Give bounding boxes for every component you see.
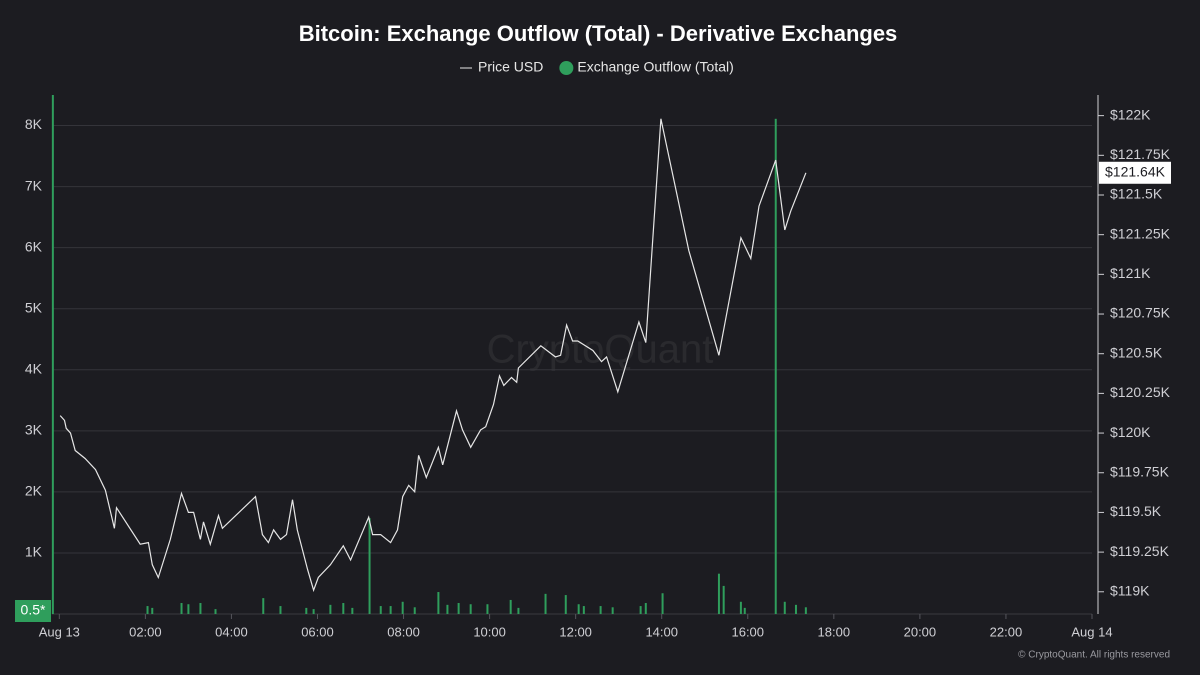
legend-label: Price USD <box>478 59 543 75</box>
x-tick-label: 04:00 <box>215 624 248 639</box>
bar <box>486 604 489 614</box>
bar <box>544 593 547 614</box>
outflow-badge-label: 0.5* <box>21 602 46 618</box>
y-tick-label: 8K <box>25 116 43 132</box>
bar <box>51 95 54 614</box>
x-tick-label: 12:00 <box>559 624 592 639</box>
bar <box>342 603 345 614</box>
bar <box>379 606 382 614</box>
x-tick-label: 18:00 <box>818 624 851 639</box>
credit: © CryptoQuant. All rights reserved <box>1018 650 1170 661</box>
bar <box>717 573 720 614</box>
x-tick-label: 02:00 <box>129 624 162 639</box>
bar <box>146 606 149 614</box>
x-tick-label: 14:00 <box>645 624 678 639</box>
y2-tick-label: $122K <box>1110 106 1151 122</box>
y-tick-label: 4K <box>25 360 43 376</box>
y2-tick-label: $119.75K <box>1110 463 1170 479</box>
bar <box>509 599 512 614</box>
bar <box>151 607 154 614</box>
bar <box>180 603 183 614</box>
x-tick-label: 06:00 <box>301 624 334 639</box>
x-tick-label: 10:00 <box>473 624 506 639</box>
bar <box>804 607 807 614</box>
y2-tick-label: $120.25K <box>1110 384 1171 400</box>
bar <box>517 607 520 614</box>
y2-tick-label: $121.5K <box>1110 186 1163 202</box>
y2-tick-label: $119.5K <box>1110 503 1162 519</box>
bar <box>413 607 416 614</box>
price-line <box>59 118 807 593</box>
x-tick-label: 20:00 <box>904 624 937 639</box>
x-tick-label: Aug 14 <box>1071 624 1112 639</box>
y2-tick-label: $121.25K <box>1110 225 1171 241</box>
chart-title: Bitcoin: Exchange Outflow (Total) - Deri… <box>299 21 898 46</box>
bar <box>469 604 472 614</box>
y2-tick-label: $120.75K <box>1110 305 1171 321</box>
bar <box>457 603 460 614</box>
bar <box>214 609 217 614</box>
bar <box>639 606 642 614</box>
bar <box>305 607 308 614</box>
bar <box>611 607 614 614</box>
y-tick-label: 7K <box>25 177 43 193</box>
bar <box>389 606 392 614</box>
bar <box>599 606 602 614</box>
bar <box>312 609 315 614</box>
y2-tick-label: $121.75K <box>1110 146 1171 162</box>
bar <box>774 118 777 615</box>
y-tick-label: 1K <box>25 544 43 560</box>
bar <box>351 607 354 614</box>
x-tick-label: Aug 13 <box>39 624 80 639</box>
bar <box>187 604 190 614</box>
y2-tick-label: $121K <box>1110 265 1151 281</box>
price-badge <box>1099 161 1171 184</box>
bar <box>644 603 647 614</box>
y-tick-label: 5K <box>25 299 43 315</box>
bar <box>783 601 786 614</box>
bar <box>446 604 449 614</box>
bar <box>329 604 332 614</box>
bar <box>577 604 580 614</box>
x-tick-label: 22:00 <box>990 624 1023 639</box>
watermark: CryptoQuant <box>487 328 714 372</box>
bar <box>199 603 202 614</box>
bar <box>743 607 746 614</box>
bar <box>722 585 725 614</box>
legend-label: Exchange Outflow (Total) <box>577 59 733 75</box>
y2-tick-label: $119.25K <box>1110 543 1170 559</box>
bar <box>661 593 664 614</box>
price-badge-label: $121.64K <box>1105 163 1166 179</box>
bar <box>437 592 440 614</box>
bar <box>564 595 567 614</box>
bar <box>262 598 265 614</box>
legend-swatch <box>559 61 574 75</box>
y-tick-label: 3K <box>25 422 43 438</box>
y-tick-label: 2K <box>25 483 43 499</box>
bar <box>401 601 404 614</box>
bar <box>368 518 371 614</box>
bar <box>794 604 797 614</box>
bar <box>279 606 282 614</box>
x-tick-label: 08:00 <box>387 624 420 639</box>
x-tick-label: 16:00 <box>731 624 764 639</box>
y2-tick-label: $120K <box>1110 424 1151 440</box>
bar <box>582 606 585 614</box>
y2-tick-label: $120.5K <box>1110 344 1163 360</box>
outflow-badge <box>15 600 51 622</box>
bar <box>739 601 742 614</box>
y-tick-label: 6K <box>25 238 43 254</box>
y2-tick-label: $119K <box>1110 582 1150 598</box>
